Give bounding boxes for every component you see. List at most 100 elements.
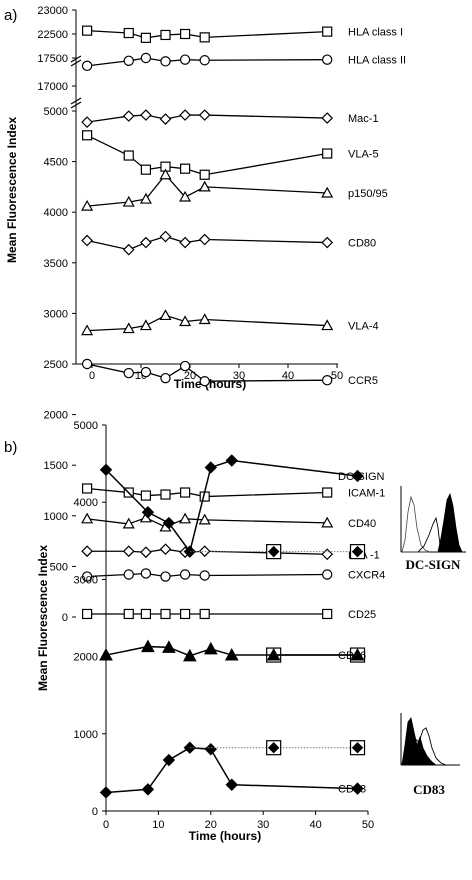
panel-a-point-mac-1-0 (81, 116, 93, 128)
panel-a-point-cd40-0 (81, 512, 94, 524)
panel-b-point-cd83-0 (99, 786, 113, 799)
panel-a-point-cd80-5 (198, 233, 211, 246)
panel-a-point-cd25-6 (322, 608, 333, 620)
panel-b-point-cd83-6 (351, 782, 364, 795)
panel-a-series-label-mac-1: Mac-1 (348, 113, 379, 125)
panel-a-point-vla-4-5 (198, 313, 211, 325)
panel-a-point-icam-1-2 (140, 490, 151, 501)
panel-b-y-tick-label-0: 0 (92, 806, 98, 818)
panel-a-point-cd25-4 (180, 608, 191, 620)
panel-b-label: b) (4, 439, 17, 456)
panel-a-label: a) (4, 7, 17, 24)
panel-a-point-lfa-1-0 (81, 545, 93, 558)
panel-a-x-tick-label-20: 20 (184, 370, 196, 382)
panel-a-point-mac-1-3 (159, 113, 172, 125)
panel-a-x-tick-label-40: 40 (282, 370, 294, 382)
panel-a-point-vla-4-6 (321, 319, 334, 331)
panel-a-point-cd80-6 (321, 236, 334, 249)
panel-a-point-vla-5-6 (322, 148, 333, 159)
panel-a-point-mac-1-6 (321, 112, 334, 124)
panel-b-x-tick-label-40: 40 (309, 819, 321, 831)
panel-b-series-label-dc-sign: DC-SIGN (338, 471, 385, 483)
panel-a-y-tick-label-4500: 4500 (44, 157, 68, 169)
panel-a-point-p150-95-1 (122, 195, 135, 207)
panel-a-series-label-hla-class-i: HLA class I (348, 27, 403, 39)
panel-a-point-hla-class-i-0 (81, 25, 93, 36)
panel-a-point-ccr5-1 (123, 367, 134, 379)
panel-b-x-axis-title: Time (hours) (189, 829, 261, 843)
panel-a-point-lfa-1-2 (140, 546, 152, 559)
panel-a-point-cd80-1 (122, 243, 135, 256)
panel-a-series-label-ccr5: CCR5 (348, 375, 378, 387)
panel-a-point-ccr5-4 (179, 360, 191, 372)
panel-b-point-cd86-4 (203, 641, 218, 655)
panel-a-y-tick-label-1500: 1500 (44, 460, 68, 472)
panel-b-point-dc-sign-1 (141, 506, 155, 519)
panel-b-point-extra-3-1 (349, 647, 366, 663)
panel-a-point-p150-95-3 (159, 168, 172, 180)
panel-a-y-tick-label-2000: 2000 (44, 410, 68, 422)
panel-b-point-extra-3-0 (266, 647, 282, 663)
panel-a-series-label-hla-class-ii: HLA class II (348, 55, 406, 67)
panel-a-point-cd40-4 (179, 512, 192, 524)
panel-a-point-vla-4-0 (81, 324, 94, 336)
panel-b-line-dc-sign (105, 459, 358, 554)
panel-a-point-cd40-1 (122, 517, 135, 529)
panel-a-point-vla-5-2 (140, 164, 151, 175)
panel-a-point-icam-1-4 (180, 487, 191, 498)
panel-a-point-cd25-1 (123, 608, 134, 620)
panel-a-point-cd80-0 (81, 234, 93, 247)
panel-a-point-cd25-3 (160, 608, 171, 620)
panel-b-point-cd86-1 (141, 639, 155, 653)
panel-b-point-extra-1-2 (351, 545, 364, 558)
panel-a-point-ccr5-0 (81, 358, 93, 370)
panel-a-point-p150-95-0 (81, 199, 94, 211)
panel-a-point-cd40-6 (321, 516, 334, 528)
panel-a-x-tick-label-0: 0 (89, 370, 95, 382)
panel-b-point-cd86-0 (99, 648, 113, 661)
panel-a-point-cxcr4-5 (199, 570, 210, 581)
panel-a-point-cd80-2 (140, 236, 152, 249)
panel-a-point-hla-class-ii-2 (140, 52, 152, 64)
panel-a-series-label-p150-95: p150/95 (348, 188, 388, 200)
panel-a-point-vla-4-4 (179, 315, 192, 327)
panel-a-y-tick-label-23000: 23000 (37, 5, 68, 17)
panel-a-series-label-icam-1: ICAM-1 (348, 488, 385, 500)
panel-a-point-hla-class-i-4 (180, 28, 191, 40)
panel-a-point-p150-95-4 (179, 190, 192, 202)
panel-a-y-tick-label-4000: 4000 (44, 207, 68, 219)
panel-b-point-extra-5-1 (267, 741, 280, 754)
panel-b-x-tick-label-30: 30 (257, 819, 269, 831)
panel-a-y-tick-label-22500: 22500 (37, 29, 68, 41)
panel-a-point-hla-class-i-2 (140, 32, 151, 43)
panel-a-point-icam-1-6 (322, 487, 333, 498)
panel-a-y-tick-label-5000: 5000 (44, 106, 68, 118)
panel-a-point-lfa-1-1 (122, 545, 135, 558)
panel-b-y-tick-label-3000: 3000 (74, 574, 98, 586)
panel-a-point-vla-5-1 (123, 150, 134, 161)
panel-a-point-hla-class-ii-4 (179, 54, 191, 65)
panel-a-point-ccr5-5 (199, 376, 210, 387)
panel-a-point-lfa-1-5 (198, 545, 211, 558)
panel-a-point-p150-95-6 (321, 186, 334, 198)
panel-a-point-hla-class-ii-1 (123, 55, 134, 67)
panel-b-point-extra-1-1 (267, 545, 280, 558)
cd83-histogram (400, 713, 460, 766)
panel-b-x-tick-label-50: 50 (362, 819, 374, 831)
panel-a-y-axis-title: Mean Fluorescence Index (5, 117, 19, 263)
panel-a-point-cxcr4-0 (81, 571, 93, 582)
panel-b-x-tick-label-20: 20 (205, 819, 217, 831)
panel-a-point-hla-class-ii-5 (199, 55, 210, 66)
panel-a-point-cd25-5 (199, 608, 210, 620)
panel-a-point-cd25-0 (81, 608, 93, 620)
panel-a-point-mac-1-2 (140, 109, 152, 121)
panel-a-point-ccr5-6 (322, 374, 333, 386)
panel-b-y-tick-label-1000: 1000 (74, 729, 98, 741)
panel-a-series-label-cd40: CD40 (348, 518, 376, 530)
panel-b-point-cd83-2 (162, 753, 176, 767)
panel-a-axis-break-2 (70, 97, 82, 109)
panel-b-y-tick-label-5000: 5000 (74, 420, 98, 432)
panel-a-point-p150-95-5 (198, 180, 211, 192)
panel-a-point-cxcr4-3 (160, 571, 171, 582)
